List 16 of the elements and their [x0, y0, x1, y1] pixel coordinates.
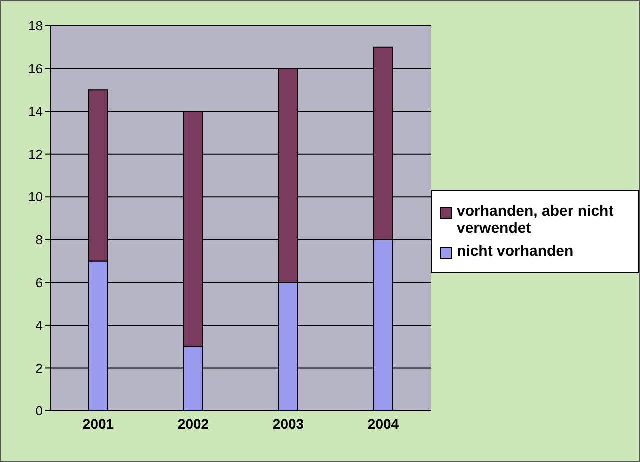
y-tick-label: 12 [28, 146, 43, 162]
x-tick-label: 2002 [178, 416, 210, 432]
y-tick-label: 16 [28, 61, 43, 76]
legend-label: vorhanden, aber nicht verwendet [457, 202, 615, 236]
y-tick-label: 10 [28, 190, 43, 205]
y-tick-label: 14 [28, 104, 43, 120]
legend-label: nicht vorhanden [457, 242, 574, 260]
y-tick-label: 4 [36, 318, 43, 334]
x-tick-label: 2003 [272, 416, 304, 432]
x-tick-label: 2004 [368, 416, 400, 432]
y-tick-label: 8 [36, 232, 43, 248]
x-tick-label: 2001 [82, 416, 114, 432]
y-tick-label: 0 [36, 404, 43, 419]
y-tick-label: 6 [36, 275, 43, 290]
y-tick-label: 18 [28, 18, 43, 34]
y-tick-label: 2 [36, 360, 43, 376]
